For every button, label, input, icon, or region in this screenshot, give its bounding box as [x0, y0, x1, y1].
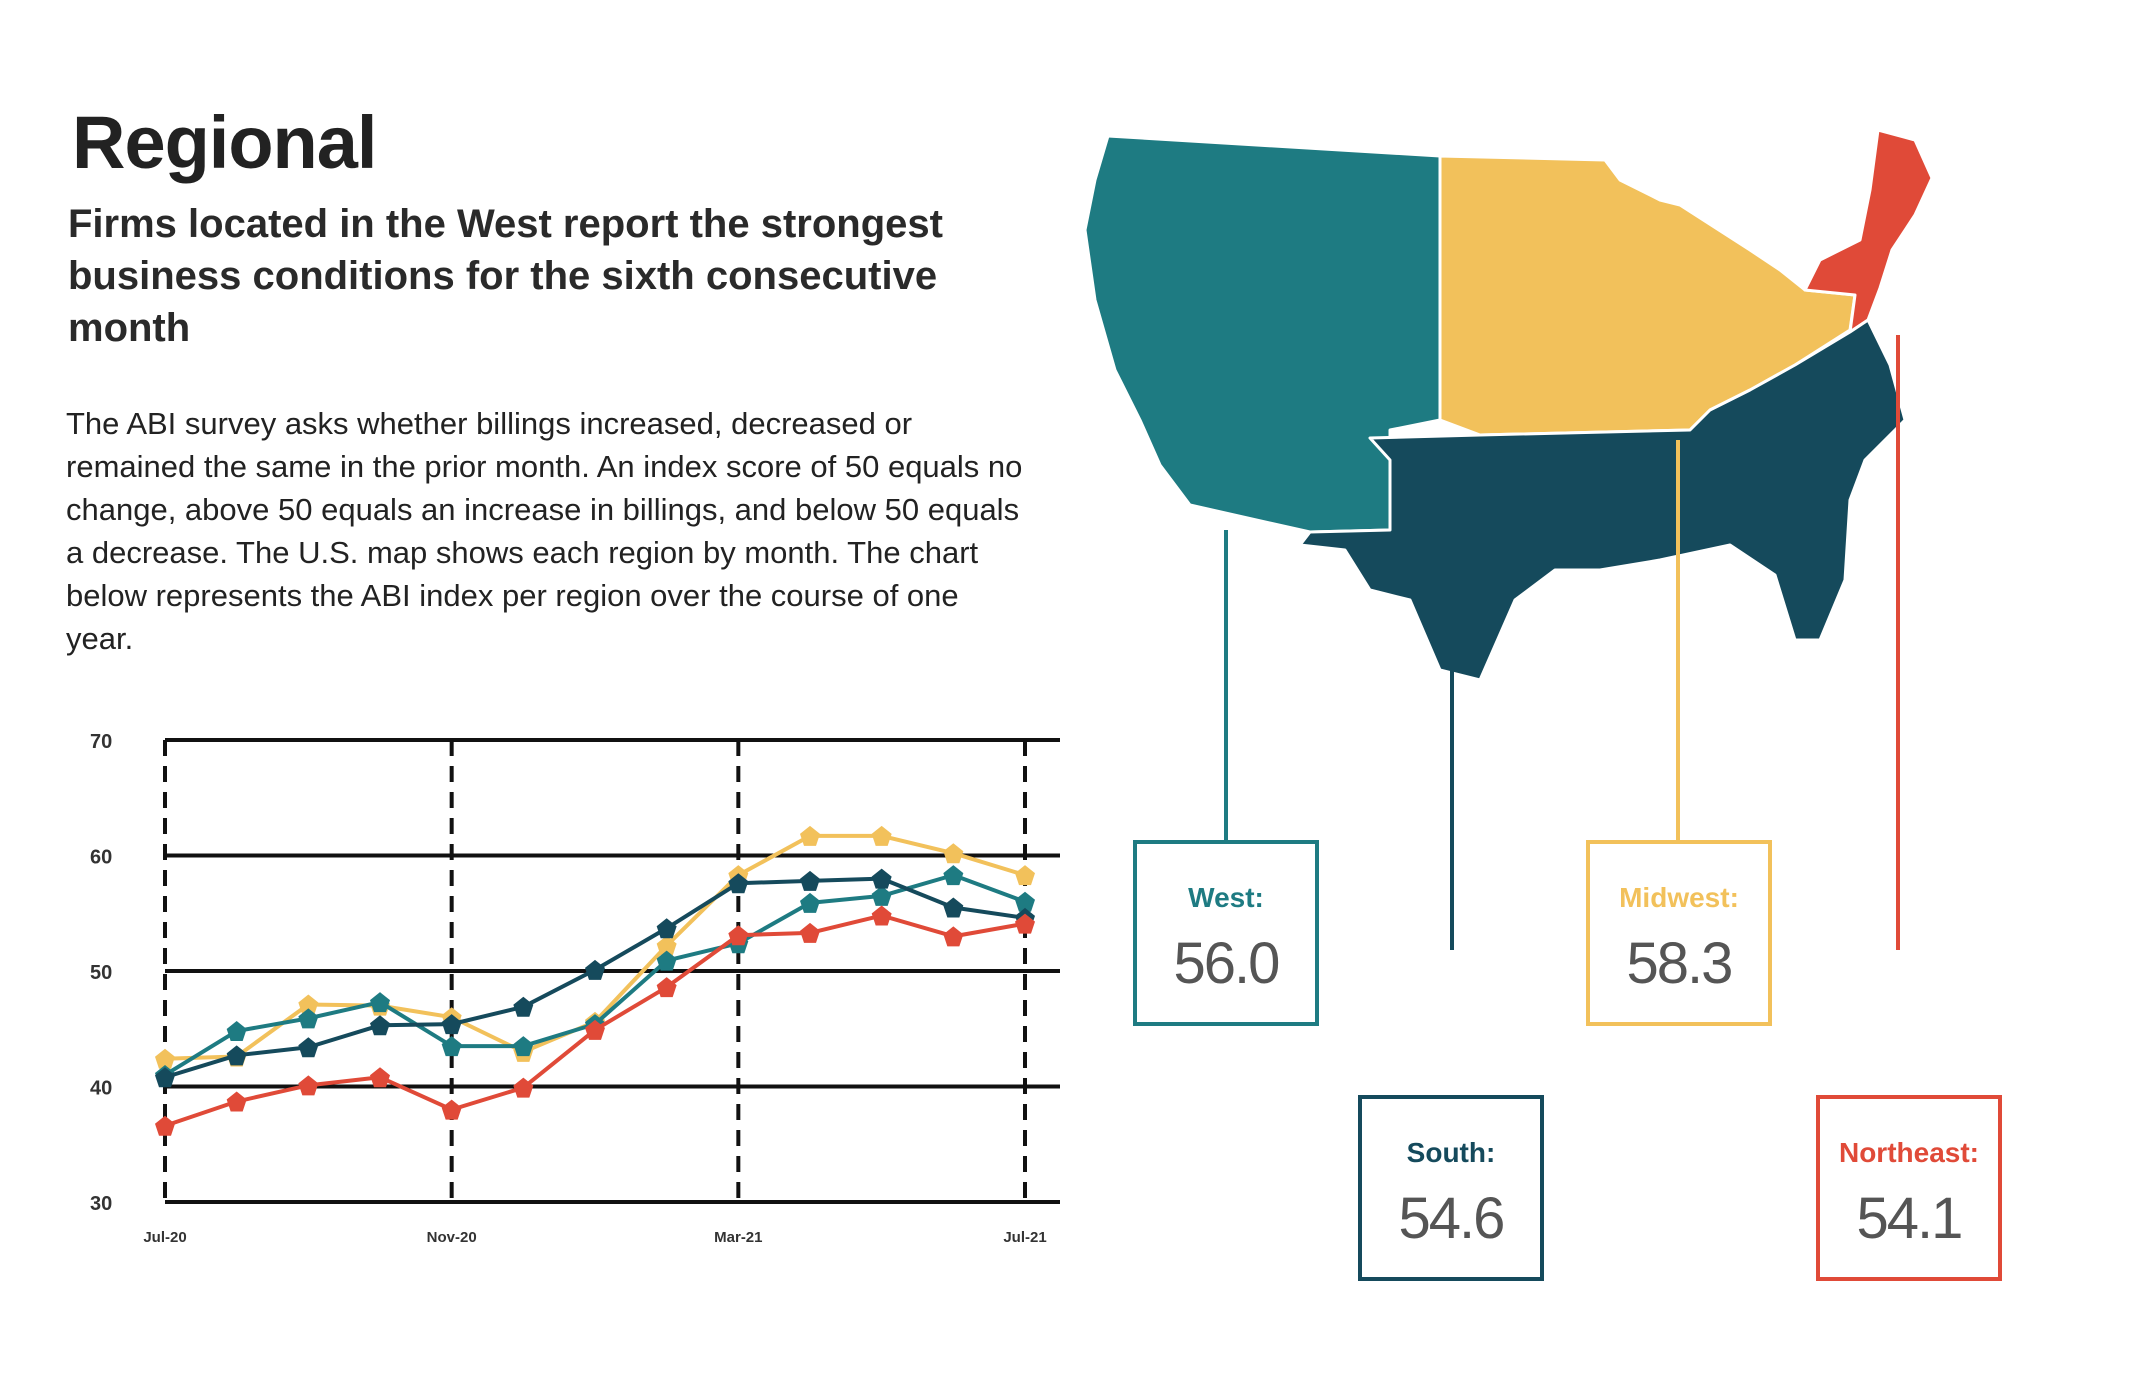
y-tick-label-30: 30: [90, 1193, 112, 1215]
region-value-south: 54.6: [1398, 1186, 1506, 1251]
page-subtitle: Firms located in the West report the str…: [68, 202, 943, 350]
series-point-midwest-0: [155, 1048, 175, 1069]
series-point-northeast-8: [728, 925, 749, 946]
series-point-south-1: [226, 1045, 247, 1066]
series-point-northeast-4: [441, 1099, 462, 1120]
region-box-west: West: 56.0: [1133, 840, 1319, 1026]
x-tick-label-Jul-20: Jul-20: [143, 1229, 186, 1246]
map-region-west: [1083, 134, 1442, 534]
series-point-south-6: [585, 959, 605, 980]
series-point-south-9: [800, 870, 820, 891]
series-point-south-7: [656, 918, 677, 939]
series-point-northeast-12: [1015, 913, 1035, 934]
region-box-south: South: 54.6: [1358, 1095, 1544, 1281]
x-tick-label-Jul-21: Jul-21: [1003, 1229, 1046, 1246]
y-tick-label-50: 50: [90, 962, 112, 984]
series-point-midwest-7: [656, 935, 677, 956]
series-point-west-12: [1015, 891, 1035, 912]
series-point-northeast-7: [656, 977, 677, 998]
region-box-northeast: Northeast: 54.1: [1816, 1095, 2002, 1281]
series-point-west-1: [226, 1021, 247, 1042]
series-point-northeast-11: [943, 926, 964, 947]
x-tick-label-Mar-21: Mar-21: [714, 1229, 762, 1246]
series-point-south-5: [513, 996, 534, 1017]
series-point-west-7: [656, 950, 677, 971]
series-point-midwest-11: [943, 843, 964, 864]
series-point-northeast-2: [298, 1075, 319, 1096]
series-point-south-8: [728, 873, 749, 894]
series-point-west-4: [441, 1036, 462, 1057]
series-point-south-10: [871, 868, 892, 889]
x-tick-label-Nov-20: Nov-20: [427, 1229, 477, 1246]
series-point-northeast-1: [226, 1091, 247, 1112]
us-region-map: [1083, 128, 1934, 950]
series-point-midwest-2: [298, 994, 319, 1015]
series-point-northeast-9: [800, 922, 820, 943]
series-point-west-2: [298, 1008, 319, 1029]
series-point-south-11: [943, 897, 964, 918]
series-point-northeast-5: [513, 1077, 534, 1098]
description-text: The ABI survey asks whether billings inc…: [66, 406, 1023, 656]
region-value-northeast: 54.1: [1856, 1186, 1964, 1251]
region-name-west: West:: [1188, 882, 1264, 913]
series-point-northeast-0: [155, 1115, 175, 1136]
y-tick-label-40: 40: [90, 1078, 112, 1100]
region-value-midwest: 58.3: [1626, 931, 1734, 996]
abi-line-chart: 30 40 50 60 70 Jul-20 Nov-20 Mar-21 Jul-21: [90, 731, 1060, 1246]
page-title: Regional: [72, 101, 377, 184]
series-point-northeast-6: [585, 1019, 605, 1040]
series-point-west-3: [370, 992, 390, 1013]
y-tick-label-70: 70: [90, 731, 112, 753]
series-point-south-4: [441, 1014, 462, 1035]
series-point-midwest-12: [1015, 865, 1035, 886]
series-point-midwest-10: [871, 825, 892, 846]
region-value-west: 56.0: [1173, 931, 1281, 996]
region-name-midwest: Midwest:: [1619, 882, 1739, 913]
series-point-west-5: [513, 1036, 534, 1057]
series-point-south-2: [298, 1037, 319, 1058]
series-point-west-10: [871, 885, 892, 906]
series-point-midwest-9: [800, 825, 820, 846]
series-point-west-11: [943, 865, 964, 886]
region-box-midwest: Midwest: 58.3: [1586, 840, 1772, 1026]
series-point-west-9: [800, 892, 820, 913]
series-point-south-0: [155, 1067, 175, 1088]
series-point-northeast-3: [370, 1067, 390, 1088]
series-point-northeast-10: [871, 905, 892, 926]
region-name-northeast: Northeast:: [1838, 1137, 1979, 1168]
y-tick-label-60: 60: [90, 847, 112, 869]
region-name-south: South:: [1406, 1137, 1496, 1168]
series-point-south-3: [370, 1015, 390, 1036]
